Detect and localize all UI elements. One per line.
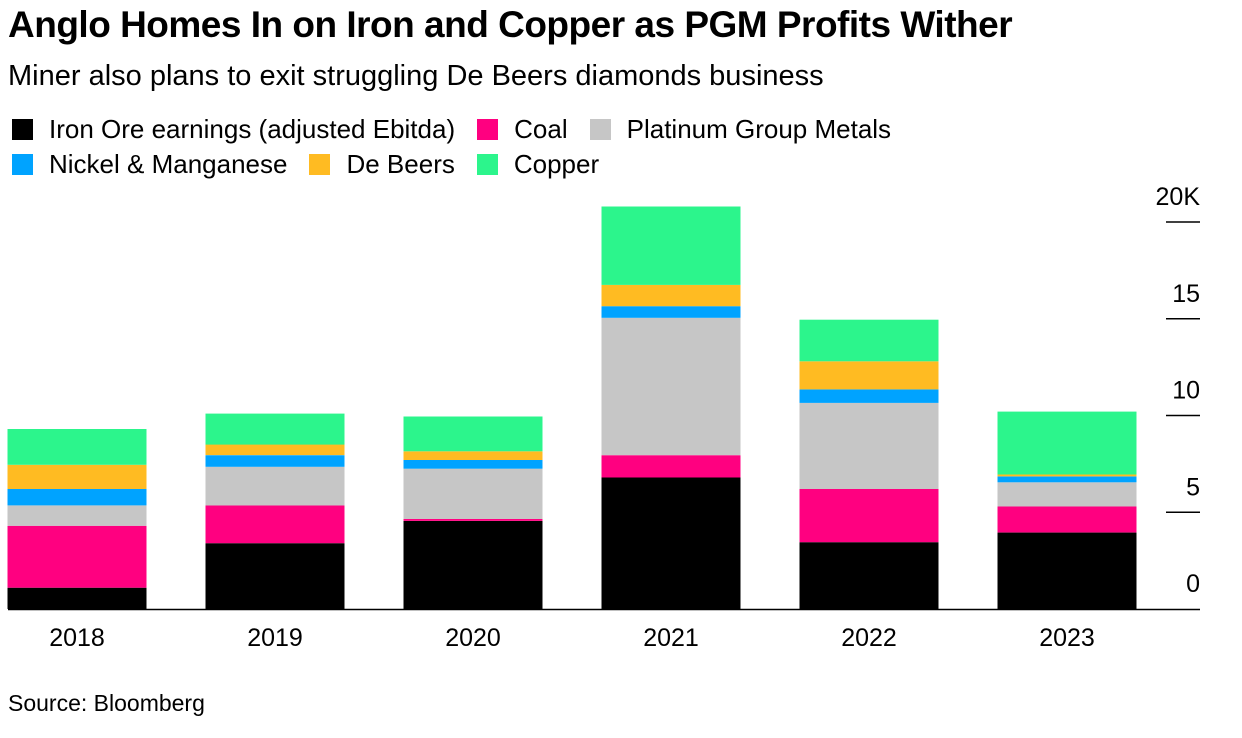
x-tick-label-2020: 2020 bbox=[445, 624, 501, 652]
bar-segment-2023-1 bbox=[997, 506, 1137, 533]
x-tick-label-2018: 2018 bbox=[49, 624, 105, 652]
legend-item-iron-ore: Iron Ore earnings (adjusted Ebitda) bbox=[12, 114, 455, 145]
bar-segment-2023-3 bbox=[997, 476, 1137, 483]
bar-segment-2019-5 bbox=[205, 413, 345, 445]
bar-segment-2022-0 bbox=[799, 542, 939, 609]
bar-segment-2023-4 bbox=[997, 474, 1137, 477]
bar-segment-2021-5 bbox=[601, 206, 741, 285]
bar-segment-2018-2 bbox=[7, 505, 147, 526]
bar-segment-2021-3 bbox=[601, 306, 741, 318]
legend-swatch-coal bbox=[477, 119, 499, 140]
legend-swatch-copper bbox=[476, 154, 498, 175]
legend-swatch-de-beers bbox=[309, 154, 331, 175]
legend-row: Iron Ore earnings (adjusted Ebitda) Coal… bbox=[12, 112, 1012, 147]
x-tick-label-2022: 2022 bbox=[841, 624, 897, 652]
y-tick-label: 10 bbox=[1172, 377, 1200, 405]
source-note: Source: Bloomberg bbox=[8, 690, 205, 716]
bar-segment-2020-0 bbox=[403, 521, 543, 609]
bar-segment-2018-5 bbox=[7, 429, 147, 465]
bar-segment-2020-3 bbox=[403, 460, 543, 469]
legend-item-pgm: Platinum Group Metals bbox=[589, 114, 892, 145]
bar-segment-2019-0 bbox=[205, 543, 345, 609]
legend-item-copper: Copper bbox=[476, 149, 600, 180]
legend-item-coal: Coal bbox=[477, 114, 568, 145]
legend-item-de-beers: De Beers bbox=[309, 149, 455, 180]
y-tick-label: 15 bbox=[1172, 280, 1200, 308]
bar-segment-2023-0 bbox=[997, 532, 1137, 609]
bar-segment-2018-0 bbox=[7, 587, 147, 609]
bar-segment-2023-2 bbox=[997, 482, 1137, 507]
legend-swatch-pgm bbox=[589, 119, 611, 140]
bar-segment-2022-3 bbox=[799, 389, 939, 403]
bar-segment-2020-4 bbox=[403, 451, 543, 460]
bar-segment-2020-2 bbox=[403, 468, 543, 519]
bar-segment-2022-1 bbox=[799, 489, 939, 543]
legend: Iron Ore earnings (adjusted Ebitda) Coal… bbox=[12, 112, 1012, 182]
bar-segment-2022-2 bbox=[799, 402, 939, 489]
legend-label-copper: Copper bbox=[513, 149, 600, 179]
bar-segment-2020-5 bbox=[403, 416, 543, 452]
bar-segment-2019-1 bbox=[205, 505, 345, 544]
bar-segment-2022-4 bbox=[799, 361, 939, 390]
legend-label-de-beers: De Beers bbox=[346, 149, 455, 179]
stacked-bar-chart: 2018 2019 2020 2021 2022 2023 0 5 10 15 20K bbox=[7, 183, 1201, 652]
legend-swatch-iron-ore bbox=[12, 119, 33, 140]
bar-segment-2019-3 bbox=[205, 455, 345, 467]
bar-segment-2019-2 bbox=[205, 466, 345, 506]
bar-segment-2018-3 bbox=[7, 489, 147, 506]
chart-subtitle: Miner also plans to exit struggling De B… bbox=[8, 60, 824, 92]
bar-segment-2021-0 bbox=[601, 477, 741, 609]
y-tick-label: 5 bbox=[1186, 473, 1200, 501]
bar-segment-2019-4 bbox=[205, 444, 345, 456]
legend-item-nickel-manganese: Nickel & Manganese bbox=[12, 149, 287, 180]
chart-title: Anglo Homes In on Iron and Copper as PGM… bbox=[8, 4, 1013, 45]
legend-label-iron-ore: Iron Ore earnings (adjusted Ebitda) bbox=[49, 114, 456, 144]
bar-segment-2021-4 bbox=[601, 284, 741, 307]
legend-swatch-nickel-manganese bbox=[12, 154, 33, 175]
legend-row: Nickel & Manganese De Beers Copper bbox=[12, 147, 1012, 182]
bar-segment-2021-2 bbox=[601, 317, 741, 456]
bar-segment-2018-1 bbox=[7, 525, 147, 588]
legend-label-coal: Coal bbox=[514, 114, 568, 144]
bar-segment-2020-1 bbox=[403, 519, 543, 521]
y-tick-label: 20K bbox=[1156, 183, 1201, 211]
legend-label-nickel-manganese: Nickel & Manganese bbox=[49, 149, 288, 179]
y-tick-label: 0 bbox=[1186, 570, 1200, 598]
bar-segment-2022-5 bbox=[799, 319, 939, 362]
bar-segment-2023-5 bbox=[997, 411, 1137, 475]
legend-label-pgm: Platinum Group Metals bbox=[626, 114, 892, 144]
bar-segment-2018-4 bbox=[7, 464, 147, 489]
x-tick-label-2019: 2019 bbox=[247, 624, 303, 652]
x-tick-label-2023: 2023 bbox=[1039, 624, 1095, 652]
x-tick-label-2021: 2021 bbox=[643, 624, 699, 652]
bar-segment-2021-1 bbox=[601, 455, 741, 478]
